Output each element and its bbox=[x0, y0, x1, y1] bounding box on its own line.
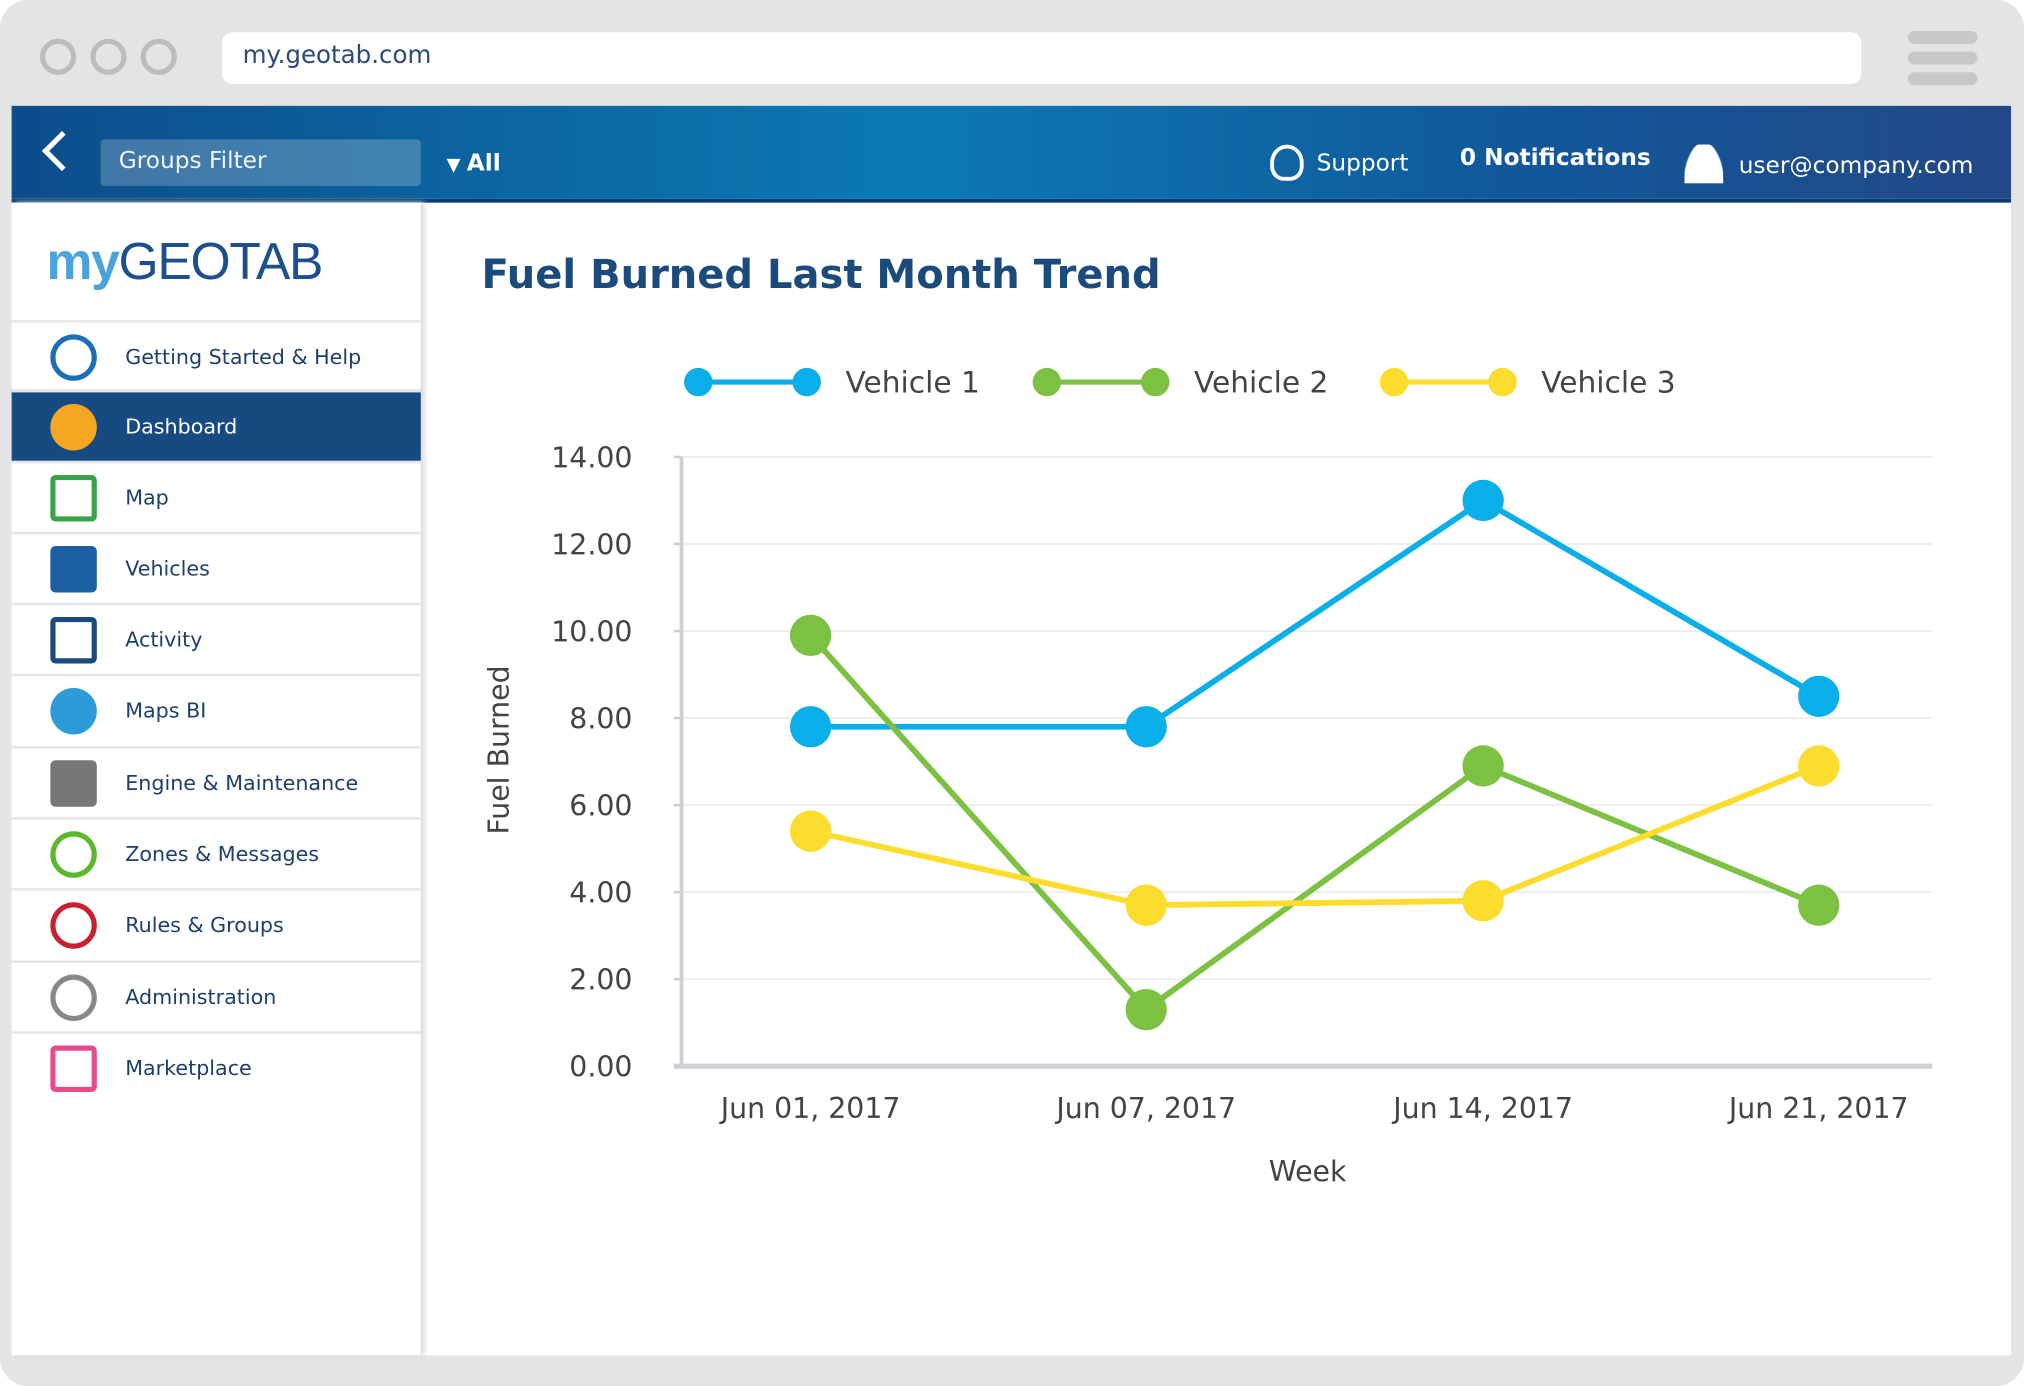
sidebar-item-label: Rules & Groups bbox=[125, 912, 284, 938]
pie-chart-icon bbox=[45, 401, 102, 453]
y-tick-label: 2.00 bbox=[569, 963, 632, 996]
user-email: user@company.com bbox=[1738, 152, 1974, 180]
globe-icon bbox=[45, 685, 102, 737]
data-point-3 bbox=[1798, 745, 1840, 787]
sidebar-item-label: Engine & Maintenance bbox=[125, 770, 359, 796]
support-link[interactable]: Support bbox=[1270, 144, 1409, 181]
data-point-1 bbox=[1125, 706, 1167, 748]
sidebar-item-label: Activity bbox=[125, 627, 203, 652]
fuel-chart: 0.00 2.00 4.00 6.00 8.00 10.00 12.00 14.00 Jun 0… bbox=[483, 364, 1933, 1188]
prohibit-icon bbox=[45, 899, 102, 951]
sidebar-item-activity[interactable]: Activity bbox=[11, 602, 421, 674]
x-tick-label: Jun 01, 2017 bbox=[719, 1092, 901, 1125]
legend-marker bbox=[1141, 367, 1170, 397]
x-tick-label: Jun 21, 2017 bbox=[1727, 1092, 1909, 1125]
y-tick-label: 0.00 bbox=[569, 1051, 632, 1084]
window-close-button[interactable] bbox=[40, 38, 77, 75]
sidebar-item-maps-bi[interactable]: Maps BI bbox=[11, 673, 421, 745]
sidebar-item-label: Map bbox=[125, 485, 169, 510]
x-tick-label: Jun 14, 2017 bbox=[1391, 1092, 1573, 1125]
truck-icon bbox=[45, 543, 102, 595]
sidebar-item-dashboard[interactable]: Dashboard bbox=[11, 389, 421, 461]
user-icon bbox=[1684, 144, 1724, 184]
main-content: Fuel Burned Last Month Trend 0.00 2.00 4.0… bbox=[421, 203, 2011, 1356]
headset-icon bbox=[1270, 144, 1304, 181]
window-maximize-button[interactable] bbox=[140, 38, 177, 75]
series-line-2 bbox=[808, 633, 1820, 1014]
data-point-2 bbox=[1462, 745, 1504, 787]
app: Groups Filter ▼ All Support 0 Notificati… bbox=[11, 105, 2012, 1356]
sidebar-item-label: Vehicles bbox=[125, 556, 210, 581]
legend-marker bbox=[684, 367, 713, 397]
data-point-3 bbox=[1462, 880, 1504, 922]
data-point-2 bbox=[789, 614, 832, 657]
address-bar[interactable]: my.geotab.com bbox=[222, 32, 1862, 84]
sidebar-item-label: Administration bbox=[125, 984, 277, 1010]
engine-icon bbox=[45, 757, 102, 809]
groups-filter-input[interactable]: Groups Filter bbox=[100, 139, 421, 186]
y-tick-label: 10.00 bbox=[551, 615, 632, 648]
legend-label: Vehicle 3 bbox=[1541, 364, 1675, 399]
sidebar-item-label: Marketplace bbox=[125, 1055, 252, 1081]
legend-label: Vehicle 2 bbox=[1194, 364, 1328, 399]
y-axis-title: Fuel Burned bbox=[483, 665, 516, 834]
x-tick-label: Jun 07, 2017 bbox=[1054, 1092, 1236, 1125]
sidebar: myGEOTAB Getting Started & Help Dashboard… bbox=[11, 202, 421, 1356]
data-point-3 bbox=[1125, 884, 1167, 926]
sidebar-item-label: Zones & Messages bbox=[125, 841, 320, 867]
gear-icon bbox=[45, 971, 102, 1023]
x-axis-title: Week bbox=[1269, 1155, 1347, 1188]
data-point-1 bbox=[1462, 479, 1504, 522]
back-icon[interactable] bbox=[41, 130, 83, 172]
legend-marker bbox=[1032, 367, 1062, 397]
sidebar-item-rules-groups[interactable]: Rules & Groups bbox=[11, 888, 421, 959]
window-minimize-button[interactable] bbox=[90, 38, 127, 75]
y-tick-label: 14.00 bbox=[551, 441, 632, 474]
sidebar-item-label: Maps BI bbox=[125, 698, 207, 723]
groups-dropdown-value: All bbox=[466, 149, 501, 177]
zones-icon bbox=[45, 828, 102, 880]
data-point-2 bbox=[1125, 988, 1167, 1031]
notifications-link[interactable]: 0 Notifications bbox=[1459, 144, 1651, 172]
sidebar-item-engine-maintenance[interactable]: Engine & Maintenance bbox=[11, 746, 421, 817]
y-tick-label: 6.00 bbox=[569, 789, 632, 822]
activity-icon bbox=[45, 614, 102, 666]
legend-marker bbox=[792, 367, 821, 397]
y-tick-label: 12.00 bbox=[551, 528, 632, 561]
sidebar-item-label: Dashboard bbox=[125, 414, 238, 439]
caret-down-icon: ▼ bbox=[446, 154, 467, 176]
y-tick-label: 4.00 bbox=[569, 876, 632, 909]
sidebar-item-zones-messages[interactable]: Zones & Messages bbox=[11, 817, 421, 888]
data-point-2 bbox=[1798, 884, 1840, 926]
y-tick-label: 8.00 bbox=[569, 702, 632, 735]
sidebar-item-label: Getting Started & Help bbox=[125, 344, 362, 370]
sidebar-item-vehicles[interactable]: Vehicles bbox=[11, 531, 421, 603]
series-line-1 bbox=[810, 497, 1821, 730]
data-point-3 bbox=[789, 810, 832, 852]
sidebar-item-map[interactable]: Map bbox=[11, 460, 421, 532]
page-title: Fuel Burned Last Month Trend bbox=[481, 251, 1161, 299]
help-icon bbox=[45, 331, 102, 383]
map-icon bbox=[45, 472, 102, 524]
mygeotab-logo: myGEOTAB bbox=[46, 233, 323, 291]
user-menu[interactable]: user@company.com bbox=[1684, 144, 1974, 184]
sidebar-item-getting-started-help[interactable]: Getting Started & Help bbox=[11, 320, 421, 391]
legend-marker bbox=[1379, 367, 1409, 397]
top-bar: Groups Filter ▼ All Support 0 Notificati… bbox=[11, 105, 2012, 203]
data-point-1 bbox=[789, 706, 832, 748]
marketplace-icon bbox=[45, 1042, 102, 1094]
legend-marker bbox=[1488, 367, 1517, 397]
support-label: Support bbox=[1316, 149, 1409, 177]
legend-label: Vehicle 1 bbox=[845, 364, 979, 399]
sidebar-item-marketplace[interactable]: Marketplace bbox=[11, 1031, 421, 1102]
data-point-1 bbox=[1798, 675, 1840, 717]
sidebar-item-administration[interactable]: Administration bbox=[11, 960, 421, 1031]
groups-dropdown[interactable]: ▼ All bbox=[447, 150, 501, 177]
series-line-3 bbox=[809, 763, 1820, 909]
